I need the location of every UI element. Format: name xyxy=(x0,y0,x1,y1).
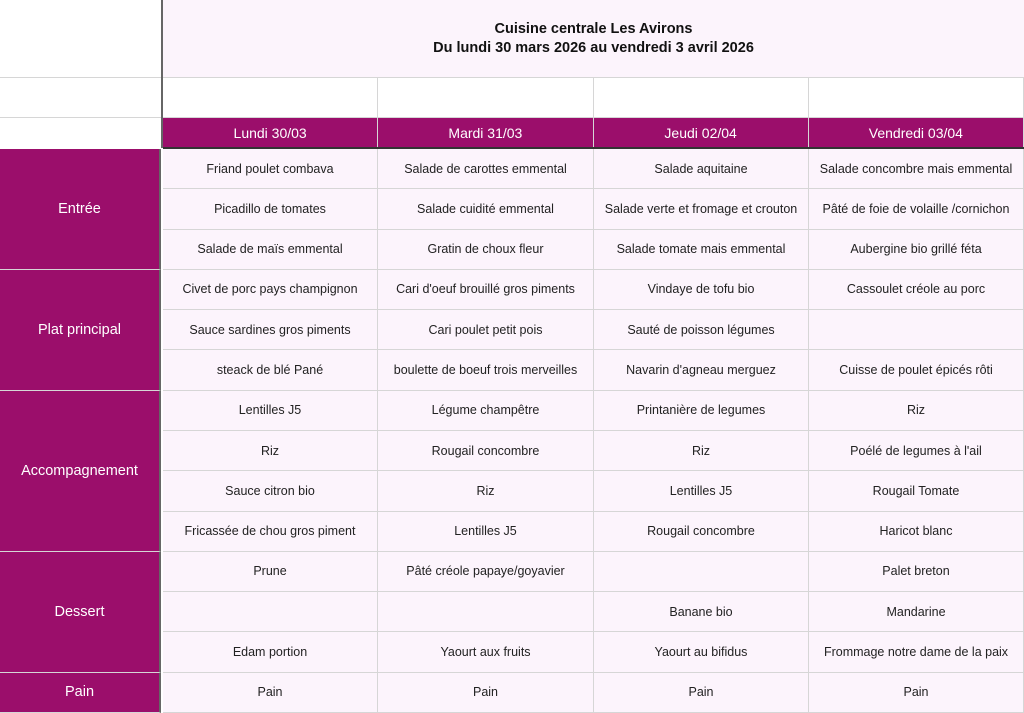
menu-cell[interactable]: Lentilles J5 xyxy=(163,390,378,431)
menu-cell[interactable]: Sauté de poisson légumes xyxy=(594,310,809,351)
menu-cell[interactable]: Sauce citron bio xyxy=(163,471,378,512)
menu-cell[interactable]: Sauce sardines gros piments xyxy=(163,310,378,351)
menu-cell[interactable]: steack de blé Pané xyxy=(163,350,378,391)
menu-grid: Entrée Friand poulet combava Salade de car… xyxy=(0,149,1024,713)
menu-cell[interactable]: Cari d'oeuf brouillé gros piments xyxy=(378,269,594,311)
menu-cell[interactable] xyxy=(809,310,1024,351)
menu-cell[interactable]: Salade aquitaine xyxy=(594,149,809,190)
empty-cell[interactable] xyxy=(593,78,809,117)
menu-cell[interactable]: Pâté créole papaye/goyavier xyxy=(378,551,594,593)
day-header[interactable]: Mardi 31/03 xyxy=(378,118,594,147)
menu-cell[interactable]: Pain xyxy=(163,672,378,713)
menu-cell[interactable]: Cuisse de poulet épicés rôti xyxy=(809,350,1024,391)
menu-cell[interactable]: Rougail concombre xyxy=(378,431,594,472)
menu-cell[interactable]: Aubergine bio grillé féta xyxy=(809,229,1024,270)
menu-cell[interactable]: Lentilles J5 xyxy=(594,471,809,512)
menu-cell[interactable]: Riz xyxy=(594,431,809,472)
menu-cell[interactable]: Banane bio xyxy=(594,592,809,633)
menu-title: Cuisine centrale Les Avirons Du lundi 30… xyxy=(163,0,1024,78)
menu-cell[interactable]: Haricot blanc xyxy=(809,511,1024,552)
menu-cell[interactable]: Lentilles J5 xyxy=(378,511,594,552)
menu-cell[interactable]: Salade concombre mais emmental xyxy=(809,149,1024,190)
category-label[interactable]: Pain xyxy=(0,672,161,713)
sheet-header: Cuisine centrale Les Avirons Du lundi 30… xyxy=(0,0,1024,149)
empty-cell[interactable] xyxy=(378,78,594,117)
day-header[interactable]: Vendredi 03/04 xyxy=(809,118,1024,147)
menu-cell[interactable]: Salade verte et fromage et crouton xyxy=(594,189,809,230)
menu-cell[interactable]: Friand poulet combava xyxy=(163,149,378,190)
menu-cell[interactable]: Frommage notre dame de la paix xyxy=(809,632,1024,673)
menu-cell[interactable]: Navarin d'agneau merguez xyxy=(594,350,809,391)
menu-cell[interactable]: Gratin de choux fleur xyxy=(378,229,594,270)
menu-cell[interactable]: Poélé de legumes à l'ail xyxy=(809,431,1024,472)
menu-cell[interactable]: Civet de porc pays champignon xyxy=(163,269,378,311)
menu-cell[interactable]: Yaourt aux fruits xyxy=(378,632,594,673)
menu-cell[interactable]: Picadillo de tomates xyxy=(163,189,378,230)
menu-cell[interactable]: Edam portion xyxy=(163,632,378,673)
menu-cell[interactable] xyxy=(378,592,594,633)
menu-cell[interactable]: Rougail concombre xyxy=(594,511,809,552)
menu-cell[interactable]: Rougail Tomate xyxy=(809,471,1024,512)
menu-cell[interactable]: Vindaye de tofu bio xyxy=(594,269,809,311)
menu-cell[interactable]: Salade tomate mais emmental xyxy=(594,229,809,270)
row-divider xyxy=(0,117,161,118)
menu-cell[interactable]: Riz xyxy=(809,390,1024,431)
menu-cell[interactable]: Cari poulet petit pois xyxy=(378,310,594,351)
menu-cell[interactable]: Riz xyxy=(163,431,378,472)
menu-cell[interactable]: Palet breton xyxy=(809,551,1024,593)
menu-cell[interactable] xyxy=(163,592,378,633)
menu-cell[interactable]: boulette de boeuf trois merveilles xyxy=(378,350,594,391)
menu-cell[interactable]: Riz xyxy=(378,471,594,512)
day-header[interactable]: Jeudi 02/04 xyxy=(594,118,809,147)
menu-cell[interactable]: Pain xyxy=(809,672,1024,713)
empty-row xyxy=(163,78,1024,118)
empty-cell[interactable] xyxy=(163,78,379,117)
empty-corner-cell xyxy=(0,0,163,148)
menu-cell[interactable]: Cassoulet créole au porc xyxy=(809,269,1024,311)
menu-cell[interactable]: Printanière de legumes xyxy=(594,390,809,431)
menu-cell[interactable] xyxy=(594,551,809,593)
category-label[interactable]: Accompagnement xyxy=(0,390,161,552)
row-divider xyxy=(0,77,161,78)
category-label[interactable]: Dessert xyxy=(0,551,161,673)
menu-cell[interactable]: Prune xyxy=(163,551,378,593)
day-header[interactable]: Lundi 30/03 xyxy=(163,118,379,147)
category-label[interactable]: Entrée xyxy=(0,149,161,270)
empty-cell[interactable] xyxy=(808,78,1024,117)
title-line-2: Du lundi 30 mars 2026 au vendredi 3 avri… xyxy=(433,39,754,56)
menu-cell[interactable]: Fricassée de chou gros piment xyxy=(163,511,378,552)
menu-cell[interactable]: Pain xyxy=(594,672,809,713)
menu-cell[interactable]: Yaourt au bifidus xyxy=(594,632,809,673)
menu-cell[interactable]: Pain xyxy=(378,672,594,713)
category-label[interactable]: Plat principal xyxy=(0,269,161,391)
menu-cell[interactable]: Pâté de foie de volaille /cornichon xyxy=(809,189,1024,230)
menu-cell[interactable]: Salade de carottes emmental xyxy=(378,149,594,190)
menu-cell[interactable]: Salade de maïs emmental xyxy=(163,229,378,270)
menu-cell[interactable]: Mandarine xyxy=(809,592,1024,633)
day-header-row: Lundi 30/03 Mardi 31/03 Jeudi 02/04 Vend… xyxy=(163,118,1024,149)
menu-cell[interactable]: Légume champêtre xyxy=(378,390,594,431)
menu-cell[interactable]: Salade cuidité emmental xyxy=(378,189,594,230)
title-line-1: Cuisine centrale Les Avirons xyxy=(494,20,693,37)
